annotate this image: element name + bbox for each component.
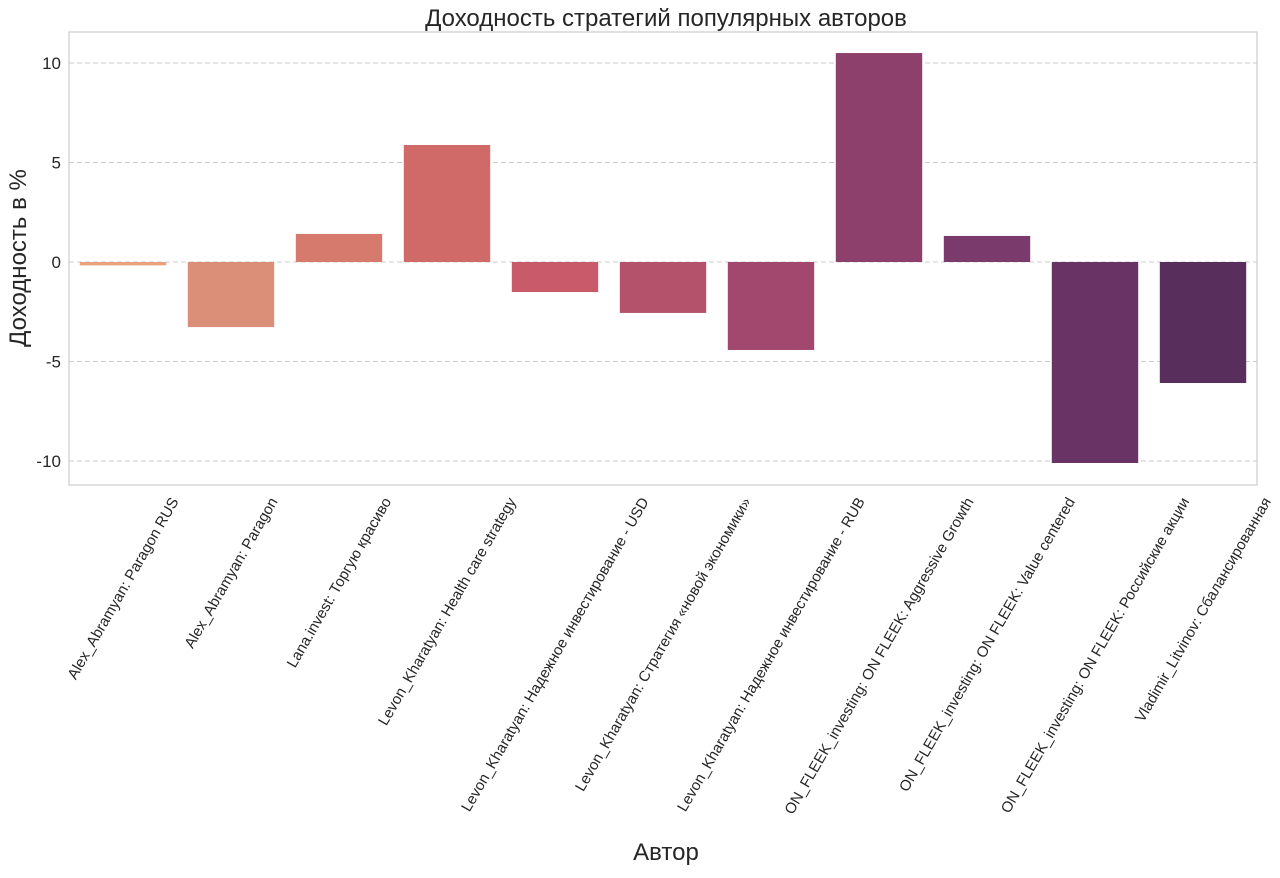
bar xyxy=(187,262,275,328)
x-tick-label: Levon_Kharatyan: Health care strategy xyxy=(375,494,520,728)
x-tick-label: Lana.invest: Торгую красиво xyxy=(284,495,395,671)
bar xyxy=(511,262,599,293)
x-tick-label: Alex_Abramyan: Paragon xyxy=(181,495,281,652)
x-tick-label: ON_FLEEK_investing: ON FLEEK: Aggressive… xyxy=(781,495,977,818)
x-tick-label: ON_FLEEK_investing: ON FLEEK: Value cent… xyxy=(896,495,1079,795)
bar xyxy=(1051,262,1139,463)
bar xyxy=(835,53,923,262)
y-tick-label: 5 xyxy=(52,154,61,173)
bar xyxy=(1159,262,1247,383)
plot-frame xyxy=(68,31,1258,486)
bar xyxy=(79,262,167,266)
x-tick-label: Alex_Abramyan: Paragon RUS xyxy=(64,495,182,683)
chart-title: Доходность стратегий популярных авторов xyxy=(425,5,907,32)
y-tick-label: -10 xyxy=(36,452,61,471)
x-tick-label: Levon_Kharatyan: Стратегия «новой эконом… xyxy=(572,495,755,795)
x-tick-labels: Alex_Abramyan: Paragon RUSAlex_Abramyan:… xyxy=(64,494,1274,817)
y-tick-label: 10 xyxy=(42,54,61,73)
bar xyxy=(619,262,707,313)
y-axis-label: Доходность в % xyxy=(5,169,32,347)
bar xyxy=(943,235,1031,262)
y-tick-labels: 10 5 0 -5 -10 xyxy=(36,54,61,471)
x-tick-label: ON_FLEEK_investing: ON FLEEK: Российские… xyxy=(998,495,1193,817)
y-tick-label: 0 xyxy=(52,253,61,272)
x-axis-label: Автор xyxy=(633,839,699,866)
y-tick-label: -5 xyxy=(46,353,61,372)
x-tick-label: Levon_Kharatyan: Надежное инвестирование… xyxy=(674,495,869,815)
bar xyxy=(727,262,815,350)
bar xyxy=(295,233,383,262)
bar xyxy=(403,144,491,262)
bars xyxy=(79,53,1247,463)
x-tick-label: Vladimir_Litvinov: Сбалансированная xyxy=(1132,495,1275,725)
